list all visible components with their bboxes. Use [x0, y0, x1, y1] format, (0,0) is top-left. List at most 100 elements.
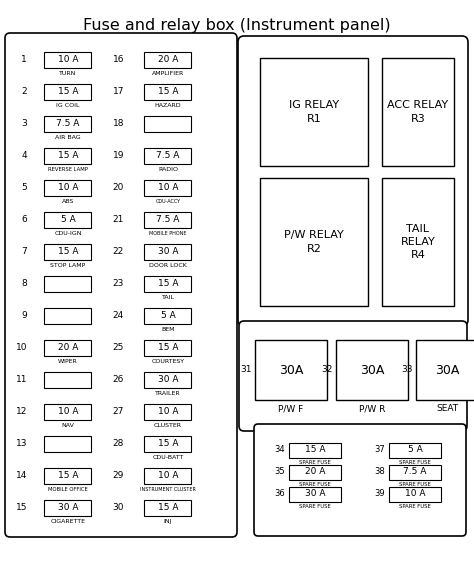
- Text: 3: 3: [21, 119, 27, 128]
- Text: 27: 27: [113, 408, 124, 416]
- Bar: [336, 340, 408, 400]
- Bar: [389, 443, 441, 457]
- Text: CLUSTER: CLUSTER: [154, 423, 182, 428]
- Text: SEAT: SEAT: [436, 404, 458, 413]
- Text: COURTESY: COURTESY: [151, 359, 184, 364]
- Text: P/W RELAY
R2: P/W RELAY R2: [284, 231, 344, 254]
- Bar: [45, 212, 91, 228]
- Text: SPARE FUSE: SPARE FUSE: [299, 481, 331, 486]
- Text: 5: 5: [21, 183, 27, 192]
- Bar: [416, 340, 474, 400]
- Text: MOBILE PHONE: MOBILE PHONE: [149, 231, 187, 236]
- Bar: [45, 180, 91, 196]
- Text: TRAILER: TRAILER: [155, 391, 181, 396]
- Bar: [145, 404, 191, 420]
- Text: TAIL: TAIL: [162, 295, 174, 300]
- Text: 7: 7: [21, 247, 27, 256]
- FancyBboxPatch shape: [239, 321, 467, 431]
- Bar: [45, 116, 91, 132]
- Bar: [45, 308, 91, 324]
- Text: 7.5 A: 7.5 A: [156, 151, 180, 160]
- Text: 19: 19: [112, 151, 124, 160]
- Text: 14: 14: [16, 472, 27, 481]
- Text: 5 A: 5 A: [161, 312, 175, 320]
- Bar: [45, 340, 91, 356]
- Text: P/W F: P/W F: [278, 404, 304, 413]
- Text: STOP LAMP: STOP LAMP: [50, 263, 86, 268]
- Text: 20 A: 20 A: [305, 468, 325, 477]
- Bar: [389, 486, 441, 501]
- Bar: [45, 436, 91, 452]
- Text: MOBILE OFFICE: MOBILE OFFICE: [48, 487, 88, 492]
- Bar: [260, 178, 368, 306]
- Text: 36: 36: [274, 489, 285, 498]
- Text: 32: 32: [322, 365, 333, 375]
- Text: CDU-IGN: CDU-IGN: [54, 231, 82, 236]
- Text: BEM: BEM: [161, 327, 175, 332]
- Text: 21: 21: [113, 215, 124, 224]
- Text: 15 A: 15 A: [158, 344, 178, 352]
- Text: 15: 15: [16, 504, 27, 513]
- Text: SPARE FUSE: SPARE FUSE: [399, 481, 431, 486]
- Text: 25: 25: [113, 344, 124, 352]
- Text: 22: 22: [113, 247, 124, 256]
- Text: 15 A: 15 A: [158, 87, 178, 96]
- Text: 30 A: 30 A: [158, 247, 178, 256]
- Bar: [289, 486, 341, 501]
- Text: 7.5 A: 7.5 A: [156, 215, 180, 224]
- Text: 31: 31: [240, 365, 252, 375]
- Text: 37: 37: [374, 445, 385, 455]
- Text: 30A: 30A: [435, 364, 459, 376]
- Text: 15 A: 15 A: [58, 472, 78, 481]
- Text: REVERSE LAMP: REVERSE LAMP: [48, 167, 88, 172]
- Text: 15 A: 15 A: [58, 87, 78, 96]
- Text: AIR BAG: AIR BAG: [55, 135, 81, 140]
- FancyBboxPatch shape: [5, 33, 237, 537]
- Text: WIPER: WIPER: [58, 359, 78, 364]
- Bar: [45, 500, 91, 516]
- Text: 15 A: 15 A: [158, 440, 178, 448]
- Text: 9: 9: [21, 312, 27, 320]
- Text: TAIL
RELAY
R4: TAIL RELAY R4: [401, 224, 436, 260]
- Text: 29: 29: [113, 472, 124, 481]
- Text: 15 A: 15 A: [58, 151, 78, 160]
- Text: 15 A: 15 A: [158, 504, 178, 513]
- Text: 30 A: 30 A: [58, 504, 78, 513]
- Text: 10 A: 10 A: [158, 183, 178, 192]
- Bar: [145, 308, 191, 324]
- Text: CDU-ACCY: CDU-ACCY: [155, 199, 181, 204]
- Text: 4: 4: [21, 151, 27, 160]
- Text: IG COIL: IG COIL: [56, 103, 80, 108]
- Bar: [145, 372, 191, 388]
- Text: ACC RELAY
R3: ACC RELAY R3: [387, 100, 448, 123]
- Bar: [45, 468, 91, 484]
- Text: INSTRUMENT CLUSTER: INSTRUMENT CLUSTER: [140, 487, 196, 492]
- Bar: [45, 84, 91, 100]
- Text: 10 A: 10 A: [158, 472, 178, 481]
- Bar: [145, 276, 191, 292]
- Bar: [145, 468, 191, 484]
- Text: 15 A: 15 A: [158, 279, 178, 288]
- Text: 30A: 30A: [360, 364, 384, 376]
- Text: 10 A: 10 A: [58, 183, 78, 192]
- Text: 17: 17: [112, 87, 124, 96]
- Text: 30 A: 30 A: [305, 489, 325, 498]
- Text: AMPLIFIER: AMPLIFIER: [152, 71, 184, 76]
- Text: IG RELAY
R1: IG RELAY R1: [289, 100, 339, 123]
- Bar: [255, 340, 327, 400]
- Bar: [382, 58, 454, 166]
- Text: 10 A: 10 A: [58, 408, 78, 416]
- Text: RADIO: RADIO: [158, 167, 178, 172]
- Bar: [45, 52, 91, 68]
- Bar: [145, 84, 191, 100]
- Text: CDU-BATT: CDU-BATT: [152, 455, 184, 460]
- Text: 33: 33: [401, 365, 413, 375]
- Text: 26: 26: [113, 376, 124, 384]
- FancyBboxPatch shape: [254, 424, 466, 536]
- Text: 10 A: 10 A: [405, 489, 425, 498]
- Text: INJ: INJ: [164, 519, 172, 524]
- Text: 24: 24: [113, 312, 124, 320]
- Text: 38: 38: [374, 468, 385, 477]
- Bar: [145, 116, 191, 132]
- Bar: [389, 464, 441, 480]
